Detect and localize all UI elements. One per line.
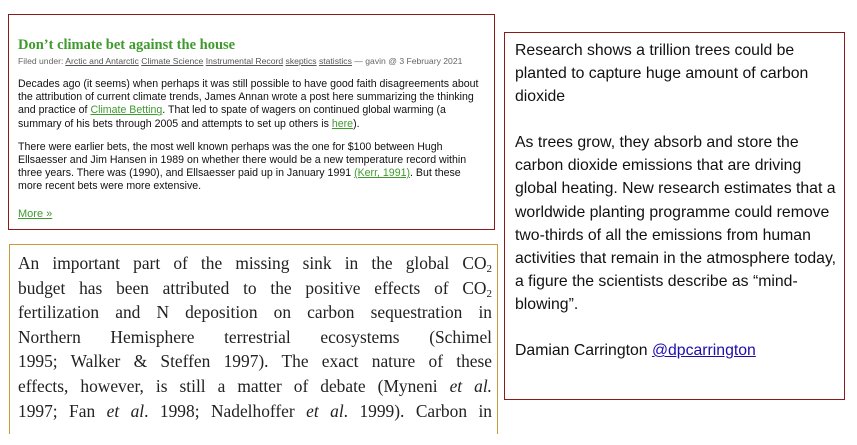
blog-excerpt: Don’t climate bet against the house File…	[8, 14, 495, 230]
news-byline: Damian Carrington @dpcarrington	[515, 339, 844, 362]
kerr-1991-link[interactable]: (Kerr, 1991)	[354, 167, 411, 180]
para-text: There were earlier bets, the most well k…	[18, 140, 467, 180]
para-text: Decades ago (it seems) when perhaps it w…	[18, 78, 479, 117]
news-summary: Research shows a trillion trees could be…	[504, 32, 845, 400]
category-link[interactable]: Arctic and Antarctic	[65, 56, 139, 66]
paper-paragraph: An important part of the missing sink in…	[18, 251, 492, 423]
blog-paragraph-2: There were earlier bets, the most well k…	[18, 141, 484, 194]
paper-line: fertilization and N deposition on carbon…	[18, 302, 492, 323]
category-link[interactable]: statistics	[318, 56, 352, 66]
paper-line: 1997; Fan et al. 1998; Nadelhoffer et al…	[18, 400, 492, 421]
para-text: ).	[353, 117, 360, 130]
news-body: As trees grow, they absorb and store the…	[515, 134, 837, 313]
filed-under-line: Filed under: Arctic and Antarctic Climat…	[18, 56, 484, 66]
category-link[interactable]: Instrumental Record	[205, 56, 284, 66]
paper-excerpt: An important part of the missing sink in…	[9, 244, 498, 434]
paper-line: effects, however, is still a matter of d…	[18, 375, 492, 396]
blog-paragraph-1: Decades ago (it seems) when perhaps it w…	[18, 78, 484, 131]
paper-line: Northern Hemisphere terrestrial ecosyste…	[18, 326, 492, 347]
more-link[interactable]: More »	[18, 207, 53, 220]
category-link[interactable]: skeptics	[285, 56, 317, 66]
paper-line: An important part of the missing sink in…	[18, 253, 492, 275]
climate-betting-link[interactable]: Climate Betting	[90, 104, 163, 117]
filed-under-label: Filed under:	[18, 56, 66, 66]
para-text: . That led to spate of wagers on continu…	[18, 104, 446, 130]
author-date: — gavin @ 3 February 2021	[351, 56, 463, 66]
news-headline: Research shows a trillion trees could be…	[515, 42, 809, 106]
twitter-handle-link[interactable]: @dpcarrington	[651, 342, 756, 360]
blog-title[interactable]: Don’t climate bet against the house	[18, 37, 236, 53]
paper-line: 1995; Walker & Steffen 1997). The exact …	[18, 351, 492, 372]
category-link[interactable]: Climate Science	[141, 56, 204, 66]
here-link[interactable]: here	[331, 117, 354, 130]
paper-line: budget has been attributed to the positi…	[18, 277, 492, 300]
author-name: Damian Carrington	[515, 342, 652, 360]
para-text: . But these more recent bets were more e…	[18, 167, 461, 193]
